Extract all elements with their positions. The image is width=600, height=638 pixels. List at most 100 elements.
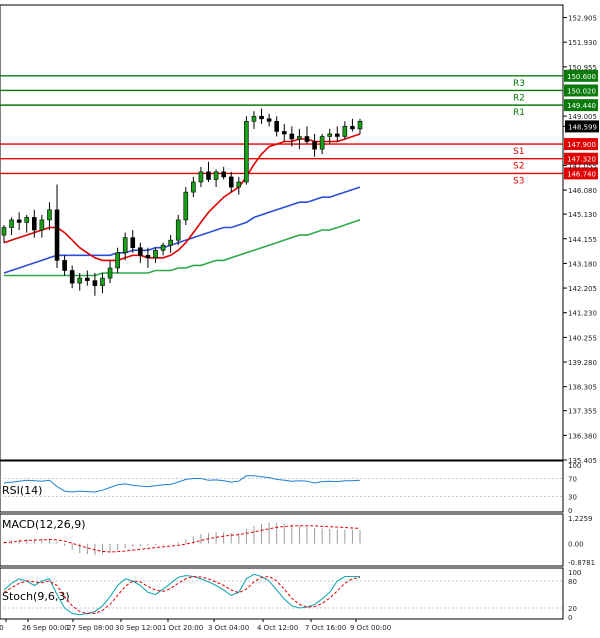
level-price-label-s2: 147.320 (567, 156, 596, 164)
candle-bear (221, 171, 226, 178)
y-tick-label: 144.155 (568, 236, 597, 244)
candle-bear (350, 126, 355, 130)
level-price-label-r1: 149.440 (567, 102, 596, 110)
candle-bull (319, 136, 325, 150)
candle-bull (251, 115, 257, 122)
candle-bear (92, 280, 98, 286)
y-tick-label: 149.005 (568, 113, 597, 121)
candle-bear (69, 270, 75, 284)
y-tick-label: 146.080 (568, 187, 597, 195)
stoch-level-label: 100 (568, 569, 581, 577)
candle-bull (198, 171, 204, 183)
candle-bull (327, 133, 333, 137)
candle-bear (54, 209, 60, 261)
level-name-r2: R2 (513, 93, 525, 103)
candle-bear (145, 255, 151, 259)
candle-bull (24, 217, 30, 223)
y-tick-label: 145.130 (568, 211, 597, 219)
candle-bull (77, 277, 83, 284)
candle-bull (297, 136, 302, 140)
macd-label: MACD(12,26,9) (2, 518, 86, 531)
y-tick-label: 152.905 (568, 15, 597, 23)
candle-bull (191, 181, 196, 193)
candle-bull (115, 252, 120, 269)
candle-bull (175, 219, 181, 241)
macd-level-label: -0.8781 (568, 559, 595, 567)
candle-bear (259, 115, 264, 120)
level-price-label-s1: 147.900 (567, 141, 596, 149)
level-price-box-s2 (564, 152, 598, 165)
candle-bull (39, 219, 45, 231)
x-tick-label: 9 Oct 00:00 (350, 624, 391, 632)
level-price-box-s3 (564, 167, 598, 180)
macd-signal-line (3, 525, 361, 553)
candle-bear (16, 219, 22, 223)
y-tick-label: 143.180 (568, 260, 597, 268)
macd-pane-frame (0, 513, 564, 567)
candle-bull (9, 219, 14, 228)
y-tick-label: 135.405 (568, 457, 597, 465)
x-tick-label: 30 Sep 12:00 (115, 624, 162, 632)
current-price-box (565, 120, 599, 133)
stoch-level-label: 0 (568, 614, 572, 622)
x-tick-label: 26 Sep 00:00 (22, 624, 69, 632)
y-tick-label: 148.599 (568, 123, 597, 131)
candle-bull (153, 249, 158, 259)
y-tick-label: 140.255 (568, 334, 597, 342)
candle-bear (334, 133, 340, 137)
level-name-r1: R1 (513, 108, 525, 118)
level-price-label-s3: 146.740 (567, 170, 596, 178)
rsi-line (3, 475, 361, 493)
candle-bull (47, 209, 52, 221)
stoch-label: Stoch(9,6,3) (2, 590, 70, 603)
y-tick-label: 138.305 (568, 384, 597, 392)
candle-bull (183, 191, 189, 221)
level-name-s2: S2 (513, 162, 524, 172)
candle-bear (62, 260, 67, 271)
candle-bull (236, 181, 242, 188)
level-name-s3: S3 (513, 176, 524, 186)
candle-bear (312, 141, 317, 150)
y-tick-label: 147.055 (568, 162, 597, 170)
candle-bear (266, 118, 272, 122)
level-price-box-r2 (564, 84, 598, 97)
candle-bull (160, 244, 166, 251)
level-price-box-s1 (564, 138, 598, 151)
candle-bull (122, 237, 128, 254)
candle-bear (130, 237, 136, 249)
y-tick-label: 139.280 (568, 359, 597, 367)
candle-bear (31, 217, 37, 231)
stoch-level-label: 80 (568, 578, 577, 586)
stoch-level-label: 20 (568, 605, 577, 613)
x-tick-label: 6:00 (0, 624, 4, 632)
rsi-level-label: 0 (568, 507, 572, 515)
x-tick-label: 7 Oct 16:00 (305, 624, 346, 632)
x-tick-label: 4 Oct 12:00 (257, 624, 298, 632)
macd-level-label: 0.00 (568, 541, 584, 549)
candle-bull (168, 239, 173, 246)
y-tick-label: 151.930 (568, 39, 597, 47)
candle-bull (100, 277, 105, 286)
level-price-box-r3 (564, 69, 598, 82)
y-tick-label: 141.230 (568, 310, 597, 318)
stoch-pane-frame (0, 567, 564, 620)
x-tick-label: 3 Oct 04:00 (208, 624, 249, 632)
candle-bull (342, 126, 348, 137)
y-tick-label: 137.355 (568, 408, 597, 416)
level-price-label-r3: 150.600 (567, 73, 596, 81)
candle-bull (244, 121, 249, 183)
ma-mid-line (3, 186, 361, 274)
rsi-level-label: 100 (568, 462, 581, 470)
y-tick-label: 150.955 (568, 64, 597, 72)
candle-bear (206, 171, 211, 180)
y-tick-label: 136.380 (568, 432, 597, 440)
candle-bear (281, 131, 287, 135)
stoch-k-line (3, 573, 360, 616)
level-price-label-r2: 150.020 (567, 87, 596, 95)
x-tick-label: 1 Oct 20:00 (162, 624, 203, 632)
macd-level-label: 1.2259 (568, 515, 593, 523)
stoch-d-line (3, 575, 361, 614)
y-tick-label: 142.205 (568, 285, 597, 293)
